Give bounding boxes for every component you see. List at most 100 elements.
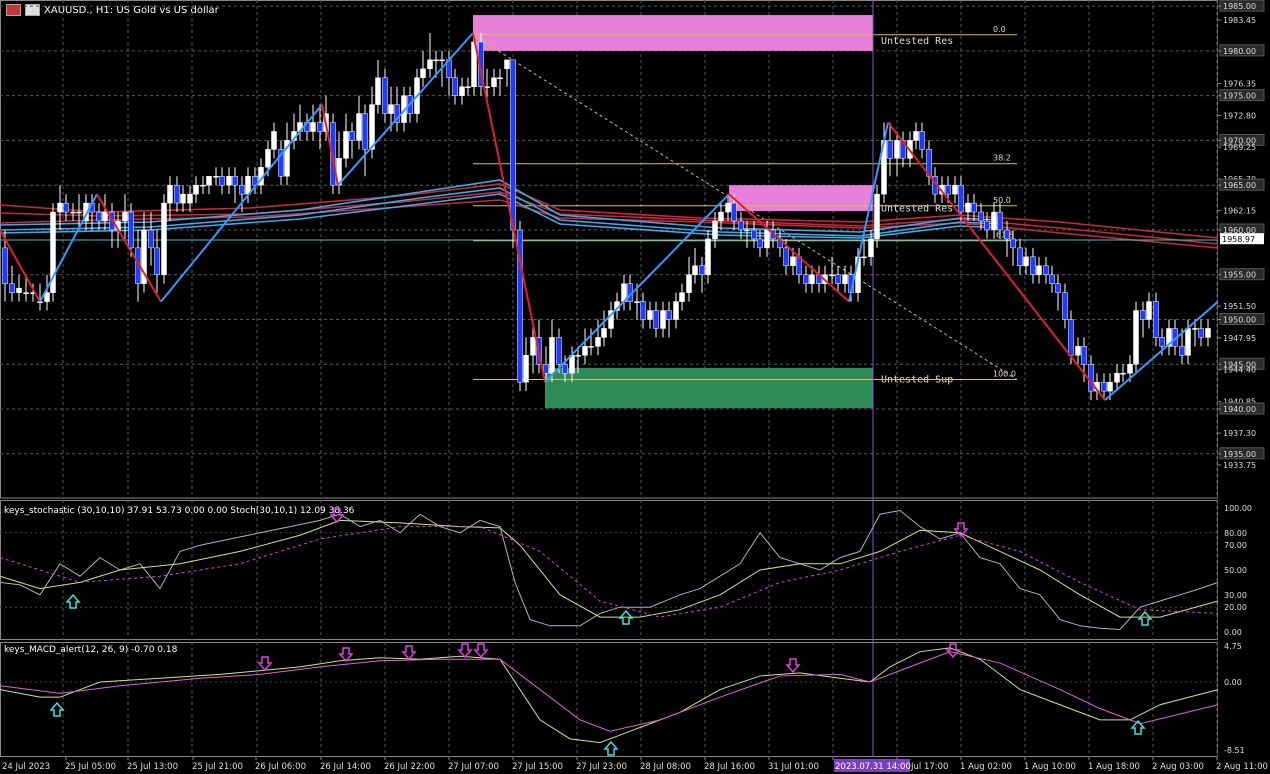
candle-bear	[517, 229, 523, 383]
candle-bull	[1036, 265, 1042, 275]
macd-axis-label: 4.75	[1224, 642, 1242, 651]
candle-bear	[1010, 238, 1016, 249]
candle-bear	[1179, 346, 1185, 356]
candle-bull	[388, 104, 394, 114]
candle-bull	[913, 131, 919, 141]
candle-bull	[660, 310, 666, 329]
candle-bear	[174, 184, 180, 204]
time-axis-label: 1 Aug 10:00	[1024, 762, 1076, 772]
current-price-marker	[1220, 233, 1264, 245]
candle-bear	[738, 220, 744, 231]
candle-bull	[213, 175, 219, 178]
candle-bear	[510, 59, 516, 231]
candle-bull	[206, 175, 212, 186]
candle-bear	[1062, 292, 1068, 320]
fib-level-label: 0.0	[993, 25, 1006, 34]
candle-bear	[984, 220, 990, 231]
stochastic-sell-arrow	[329, 508, 345, 524]
stochastic-axis-label: 100.00	[1224, 504, 1252, 513]
candle-bear	[278, 149, 284, 177]
candle-bull	[569, 355, 575, 374]
zigzag-down-leg	[96, 193, 162, 303]
time-axis-highlight	[834, 759, 910, 772]
stoch-panel-border	[0, 500, 1219, 640]
macd-sell-arrow	[457, 643, 473, 659]
candle-bear	[783, 247, 789, 267]
candle-bear	[731, 202, 737, 222]
candle-bear	[1004, 229, 1010, 240]
candle-bull	[343, 131, 349, 159]
macd-main-line	[0, 647, 1219, 744]
candle-bear	[971, 202, 977, 213]
price-axis-label: 1950.00	[1223, 316, 1256, 325]
stochastic-axis-label: 70.00	[1224, 541, 1247, 550]
candle-bull	[991, 211, 997, 231]
price-axis-label: 1944.40	[1223, 366, 1256, 375]
candle-bear	[452, 77, 458, 96]
candle-bear	[362, 113, 368, 150]
time-axis-label: 28 Jul 16:00	[704, 762, 755, 772]
time-axis-label: 31 Jul 01:00	[768, 762, 819, 772]
price-axis-label: 1983.45	[1223, 16, 1256, 25]
candle-bull	[582, 346, 588, 356]
candle-bull	[1120, 372, 1126, 375]
candle-bull	[647, 310, 653, 320]
macd-axis-label: -8.51	[1224, 746, 1245, 755]
time-axis-label: 25 Jul 21:00	[192, 762, 243, 772]
time-axis-label: 25 Jul 13:00	[127, 762, 178, 772]
zigzag-down-leg	[728, 193, 850, 303]
fib-trendline	[472, 34, 1018, 380]
stochastic-axis-label: 30.00	[1224, 591, 1247, 600]
candle-bull	[874, 193, 880, 240]
candle-bull	[1114, 372, 1120, 383]
candle-bull	[1205, 328, 1211, 338]
time-axis-label: 25 Jul 05:00	[65, 762, 116, 772]
chart-window-icon[interactable]	[6, 4, 21, 16]
candle-bear	[382, 77, 388, 114]
time-axis-label: 27 Jul 15:00	[512, 762, 563, 772]
candle-bull	[705, 238, 711, 275]
candle-bull	[686, 274, 692, 293]
resistance-zone-mid	[729, 185, 873, 212]
candle-bull	[226, 175, 232, 186]
candle-bull	[200, 184, 206, 187]
candle-bear	[1017, 247, 1023, 267]
candle-bull	[369, 104, 375, 150]
time-axis-label: 28 Jul 08:00	[640, 762, 691, 772]
chart-window-icon-2[interactable]	[25, 4, 40, 16]
candle-bull	[427, 59, 433, 70]
price-axis-label: 1955.00	[1223, 271, 1256, 280]
fib-level-label: 38.2	[993, 154, 1011, 163]
candle-bull	[50, 211, 56, 293]
candle-bear	[96, 211, 102, 222]
price-axis-label: 1937.30	[1223, 429, 1256, 438]
price-axis-label: 1940.00	[1223, 405, 1256, 414]
candle-bull	[1192, 328, 1198, 330]
candle-bull	[1127, 364, 1133, 374]
time-axis-label: 1 Aug 18:00	[1088, 762, 1140, 772]
candle-bull	[504, 59, 510, 70]
stochastic-buy-arrow	[618, 609, 634, 625]
candle-bull	[725, 202, 731, 213]
candle-bear	[1043, 265, 1049, 275]
zigzag-down-leg	[957, 211, 1106, 401]
candle-bull	[465, 86, 471, 88]
zigzag-down-leg	[0, 229, 41, 303]
zigzag-up-leg	[1104, 300, 1219, 401]
price-axis-label: 1960.00	[1223, 226, 1256, 235]
price-axis-label: 1980.00	[1223, 47, 1256, 56]
time-axis-label: 2 Aug 11:00	[1216, 762, 1268, 772]
candle-bull	[718, 211, 724, 222]
candle-bull	[1185, 328, 1191, 356]
candle-bear	[1140, 310, 1146, 320]
price-axis-label: 1962.15	[1223, 207, 1256, 216]
time-axis-label: Jul 17:00	[910, 762, 948, 772]
candle-bull	[549, 337, 555, 374]
candle-bull	[608, 310, 614, 329]
stochastic-sell-arrow	[953, 522, 969, 538]
zigzag-up-leg	[337, 32, 474, 186]
zigzag-up-leg	[848, 122, 889, 302]
price-axis-label: 1970.00	[1223, 136, 1256, 145]
candle-bull	[595, 337, 601, 347]
